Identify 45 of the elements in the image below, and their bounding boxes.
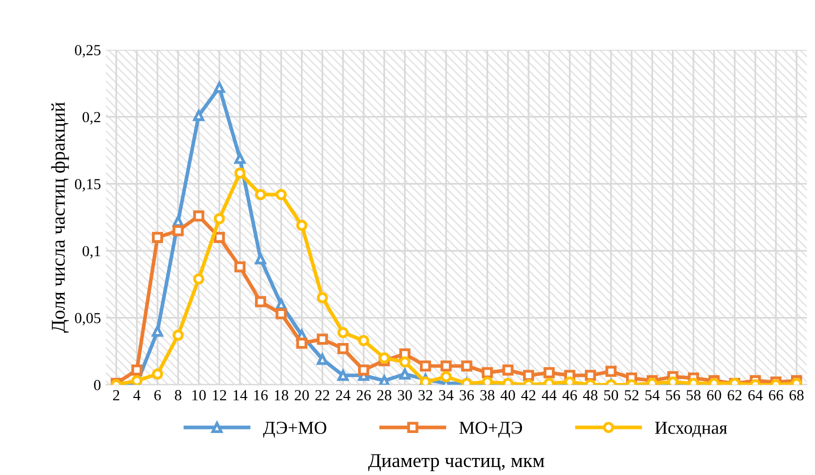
y-tick-label: 0,2 bbox=[82, 112, 100, 124]
x-tick-label: 38 bbox=[480, 390, 494, 400]
x-tick-label: 62 bbox=[728, 390, 742, 400]
x-tick-label: 68 bbox=[790, 390, 804, 400]
y-tick-label: 0,15 bbox=[74, 178, 100, 192]
y-axis-title: Доля числа частиц фракций bbox=[51, 102, 69, 333]
legend-label: Исходная bbox=[655, 422, 728, 438]
x-tick-label: 22 bbox=[315, 390, 330, 400]
x-tick-label: 48 bbox=[583, 390, 598, 400]
y-tick-label: 0,1 bbox=[82, 246, 100, 258]
x-tick-label: 10 bbox=[192, 390, 206, 400]
x-tick-label: 56 bbox=[666, 390, 680, 400]
legend-label: ДЭ+МО bbox=[263, 422, 326, 438]
x-tick-label: 30 bbox=[398, 390, 412, 400]
x-tick-label: 64 bbox=[748, 390, 763, 400]
x-tick-label: 26 bbox=[356, 390, 371, 400]
x-tick-label: 46 bbox=[562, 390, 577, 400]
x-tick-label: 6 bbox=[154, 390, 161, 400]
x-tick-label: 58 bbox=[686, 390, 701, 400]
x-tick-label: 2 bbox=[113, 390, 120, 400]
x-tick-label: 40 bbox=[500, 390, 515, 400]
x-tick-label: 50 bbox=[604, 390, 618, 400]
x-tick-label: 34 bbox=[439, 390, 454, 400]
y-tick-label: 0,25 bbox=[74, 45, 100, 58]
x-tick-label: 20 bbox=[294, 390, 309, 400]
x-tick-label: 60 bbox=[707, 390, 722, 400]
x-tick-label: 32 bbox=[418, 390, 432, 400]
x-tick-label: 14 bbox=[234, 390, 248, 400]
x-tick-label: 4 bbox=[133, 390, 140, 400]
x-tick-label: 28 bbox=[377, 390, 392, 400]
x-tick-label: 54 bbox=[645, 390, 660, 400]
y-tick-label: 0 bbox=[94, 380, 101, 390]
x-tick-label: 52 bbox=[624, 390, 638, 400]
x-tick-label: 44 bbox=[542, 390, 557, 400]
x-tick-label: 36 bbox=[460, 390, 474, 400]
x-tick-label: 42 bbox=[521, 390, 536, 400]
x-tick-label: 8 bbox=[174, 390, 182, 400]
x-tick-label: 24 bbox=[336, 390, 350, 400]
x-tick-label: 18 bbox=[274, 390, 288, 400]
x-tick-label: 12 bbox=[213, 390, 226, 400]
y-tick-label: 0,05 bbox=[74, 312, 100, 326]
x-tick-label: 66 bbox=[768, 390, 784, 400]
legend-label: МО+ДЭ bbox=[459, 422, 522, 438]
x-axis-title: Диаметр частиц, мкм bbox=[368, 454, 544, 472]
x-tick-label: 16 bbox=[254, 390, 268, 400]
